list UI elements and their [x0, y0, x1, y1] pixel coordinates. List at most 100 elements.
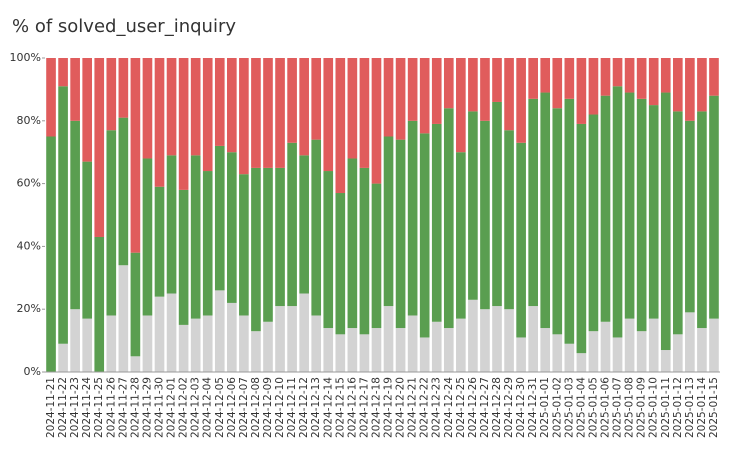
bar-segment [431, 123, 442, 322]
bar-segment [492, 101, 502, 307]
x-tick-label: 2024-12-24 [443, 377, 455, 438]
bar-segment [323, 171, 334, 329]
bar-segment [516, 337, 526, 372]
bar-segment [214, 145, 225, 291]
bar-segment [142, 58, 153, 159]
bar-segment [588, 331, 599, 372]
x-tick-label: 2024-12-14 [322, 377, 334, 438]
bar-segment [480, 58, 490, 121]
bar-segment [588, 58, 599, 115]
bar-segment [82, 58, 93, 162]
bar-segment [492, 306, 502, 372]
x-tick-label: 2024-12-26 [467, 377, 479, 438]
bar-segment [323, 328, 334, 372]
x-tick-label: 2025-01-14 [696, 377, 708, 438]
bar-segment [672, 111, 683, 335]
bar-segment [118, 58, 129, 118]
x-tick-label: 2024-12-03 [190, 377, 202, 438]
bar-segment [407, 315, 418, 372]
bar-segment [94, 58, 105, 237]
bar-segment [504, 309, 514, 372]
bar-segment [685, 120, 695, 313]
bar-segment [480, 120, 490, 310]
bar-segment [82, 161, 93, 319]
bar-segment [419, 58, 430, 134]
y-tick-label: 100% [10, 51, 41, 64]
bar-segment [275, 167, 285, 307]
y-tick-label: 0% [24, 365, 41, 378]
x-tick-label: 2025-01-03 [563, 377, 575, 438]
x-tick-label: 2024-12-27 [479, 377, 491, 438]
x-tick-label: 2024-12-16 [346, 377, 358, 438]
bar-segment [504, 58, 514, 131]
bar-segment [154, 186, 165, 297]
bar-segment [347, 158, 358, 329]
x-tick-label: 2024-12-23 [431, 377, 443, 438]
bar-segment [709, 318, 719, 372]
bar-segment [564, 343, 575, 372]
bar-segment [58, 343, 68, 372]
bar-segment [323, 58, 334, 172]
bar-segment [311, 315, 322, 372]
x-tick-label: 2025-01-09 [636, 377, 648, 438]
bar-segment [275, 58, 285, 168]
bar-segment [130, 58, 141, 253]
bar-segment [239, 58, 249, 175]
bar-segment [709, 95, 719, 319]
bar-segment [263, 321, 273, 372]
bar-segment [214, 290, 225, 372]
x-tick-label: 2024-11-30 [154, 377, 166, 438]
x-tick-label: 2025-01-15 [708, 377, 720, 438]
bar-segment [636, 98, 647, 332]
bar-segment [431, 321, 442, 372]
bar-segment [540, 58, 551, 93]
bar-segment [456, 152, 466, 319]
x-tick-label: 2024-11-21 [45, 377, 57, 438]
x-tick-label: 2024-11-28 [129, 377, 141, 438]
x-tick-label: 2024-11-24 [81, 377, 93, 438]
x-tick-label: 2025-01-13 [684, 377, 696, 438]
bar-segment [166, 293, 177, 372]
bar-segment [672, 334, 683, 372]
x-tick-label: 2024-12-08 [250, 377, 262, 438]
bar-segment [600, 58, 611, 96]
bar-segment [287, 58, 297, 143]
bar-segment [275, 306, 285, 372]
bar-segment [70, 58, 80, 121]
bar-segment [383, 136, 394, 307]
bar-segment [227, 302, 237, 372]
bar-segment [468, 299, 478, 372]
x-tick-label: 2024-12-07 [238, 377, 250, 438]
bar-segment [371, 183, 382, 329]
bar-segment [528, 306, 538, 372]
bar-segment [202, 315, 213, 372]
bar-segment [395, 139, 406, 329]
bar-segment [46, 58, 56, 137]
x-tick-label: 2024-12-09 [262, 377, 274, 438]
bar-segment [58, 58, 68, 87]
bar-segment [154, 58, 165, 187]
bar-segment [202, 58, 213, 172]
bar-segment [528, 58, 538, 99]
bar-segment [636, 58, 647, 99]
bar-segment [468, 58, 478, 112]
x-tick-label: 2025-01-01 [539, 377, 551, 438]
bar-segment [419, 337, 430, 372]
x-tick-label: 2024-12-05 [214, 377, 226, 438]
x-tick-label: 2025-01-05 [587, 377, 599, 438]
x-tick-label: 2025-01-10 [648, 377, 660, 438]
bar-segment [516, 142, 526, 338]
bar-segment [106, 58, 117, 131]
bar-segment [600, 321, 611, 372]
bar-segment [540, 328, 551, 372]
x-tick-label: 2024-12-28 [491, 377, 503, 438]
bar-segment [359, 167, 370, 335]
bar-segment [709, 58, 719, 96]
bar-segment [697, 111, 707, 329]
bar-segment [46, 136, 56, 372]
bar-segment [311, 58, 322, 140]
x-tick-label: 2024-11-26 [105, 377, 117, 438]
x-tick-label: 2024-12-29 [503, 377, 515, 438]
x-tick-label: 2024-12-15 [334, 377, 346, 438]
bar-segment [371, 328, 382, 372]
